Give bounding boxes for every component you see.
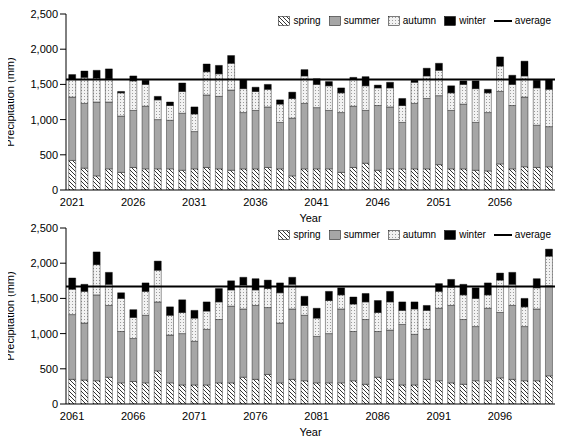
html-text:spring: spring (293, 229, 321, 240)
html-text:winter: winter (459, 15, 486, 26)
svg-text:Year: Year (299, 426, 322, 436)
svg-text:2061: 2061 (60, 410, 84, 422)
html-text:spring: spring (293, 15, 321, 26)
svg-text:2026: 2026 (121, 196, 145, 208)
svg-text:2086: 2086 (365, 410, 389, 422)
svg-text:2091: 2091 (427, 410, 451, 422)
svg-text:2081: 2081 (304, 410, 328, 422)
svg-text:Precipitation (mm): Precipitation (mm) (8, 271, 16, 360)
svg-text:2066: 2066 (121, 410, 145, 422)
svg-text:2051: 2051 (427, 196, 451, 208)
svg-text:0: 0 (52, 398, 58, 410)
html-text:winter: winter (459, 229, 486, 240)
html-text:average: average (514, 15, 551, 26)
svg-text:2076: 2076 (243, 410, 267, 422)
svg-text:0: 0 (52, 184, 58, 196)
svg-text:500: 500 (40, 363, 58, 375)
svg-text:2031: 2031 (182, 196, 206, 208)
svg-text:1,000: 1,000 (30, 114, 58, 126)
html-text:average: average (514, 229, 551, 240)
html-text:summer: summer (343, 15, 380, 26)
svg-text:1,500: 1,500 (30, 78, 58, 90)
svg-text:2,000: 2,000 (30, 43, 58, 55)
svg-text:2041: 2041 (304, 196, 328, 208)
svg-text:2,500: 2,500 (30, 222, 58, 234)
svg-text:1,500: 1,500 (30, 292, 58, 304)
html-text:autumn: autumn (402, 229, 437, 240)
svg-text:2,000: 2,000 (30, 257, 58, 269)
html-text:summer: summer (343, 229, 380, 240)
svg-text:2071: 2071 (182, 410, 206, 422)
svg-text:Year: Year (299, 212, 322, 222)
svg-text:2036: 2036 (243, 196, 267, 208)
html-text:autumn: autumn (402, 15, 437, 26)
svg-text:1,000: 1,000 (30, 328, 58, 340)
svg-text:Precipitation (mm): Precipitation (mm) (8, 57, 16, 146)
svg-text:2046: 2046 (365, 196, 389, 208)
svg-text:2021: 2021 (60, 196, 84, 208)
svg-text:500: 500 (40, 149, 58, 161)
svg-text:2096: 2096 (488, 410, 512, 422)
svg-text:2056: 2056 (488, 196, 512, 208)
svg-text:2,500: 2,500 (30, 8, 58, 20)
